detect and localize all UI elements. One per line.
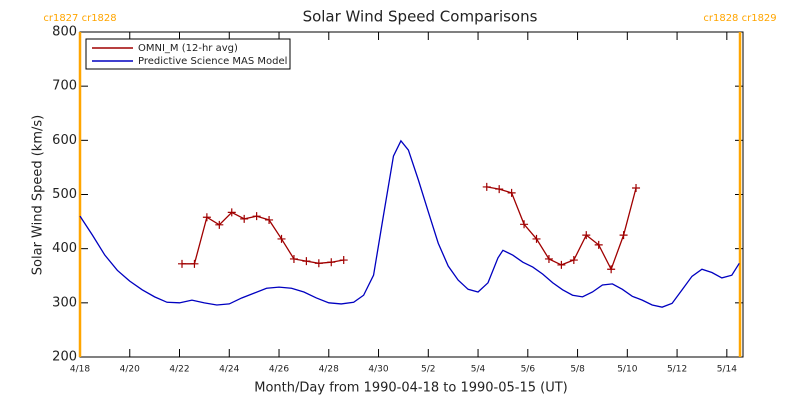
x-tick-label: 4/18 bbox=[70, 365, 90, 375]
legend-label: Predictive Science MAS Model bbox=[138, 56, 287, 67]
x-tick-label: 5/2 bbox=[421, 365, 435, 375]
y-tick-label: 800 bbox=[52, 25, 77, 40]
x-tick-label: 4/30 bbox=[368, 365, 388, 375]
x-tick-label: 4/28 bbox=[319, 365, 339, 375]
data-point bbox=[178, 259, 186, 268]
data-point bbox=[594, 240, 603, 249]
data-point bbox=[265, 215, 274, 224]
series-line bbox=[79, 139, 740, 308]
data-point bbox=[314, 259, 323, 268]
data-point bbox=[215, 220, 224, 229]
x-tick-label: 5/10 bbox=[617, 365, 637, 375]
y-tick-label: 700 bbox=[52, 79, 77, 94]
y-tick-label: 200 bbox=[52, 350, 77, 365]
data-point bbox=[339, 256, 348, 265]
data-point bbox=[532, 234, 541, 243]
data-point bbox=[495, 185, 504, 194]
data-point bbox=[507, 188, 516, 197]
x-tick-label: 5/4 bbox=[471, 365, 486, 375]
x-tick-label: 4/24 bbox=[219, 365, 239, 375]
data-point bbox=[240, 214, 249, 223]
x-tick-label: 4/20 bbox=[120, 365, 140, 375]
x-tick-label: 5/14 bbox=[717, 365, 737, 375]
x-tick-label: 5/12 bbox=[667, 365, 687, 375]
data-point bbox=[607, 265, 616, 274]
data-point bbox=[557, 260, 566, 269]
carrington-label: cr1827 cr1828 bbox=[43, 13, 116, 24]
data-point bbox=[582, 231, 591, 240]
y-tick-label: 300 bbox=[52, 295, 77, 310]
data-point bbox=[227, 208, 236, 217]
data-point bbox=[289, 254, 298, 263]
x-tick-label: 4/22 bbox=[169, 365, 189, 375]
data-point bbox=[520, 220, 529, 229]
data-point bbox=[190, 259, 199, 268]
data-point bbox=[632, 184, 641, 192]
data-point bbox=[277, 234, 286, 243]
x-tick-label: 5/6 bbox=[521, 365, 536, 375]
x-axis-label: Month/Day from 1990-04-18 to 1990-05-15 … bbox=[254, 381, 567, 396]
data-point bbox=[569, 256, 578, 265]
x-tick-label: 4/26 bbox=[269, 365, 289, 375]
carrington-label: cr1828 cr1829 bbox=[703, 13, 776, 24]
y-tick-label: 500 bbox=[52, 187, 77, 202]
legend-box bbox=[85, 38, 291, 70]
y-tick-label: 600 bbox=[52, 133, 77, 148]
data-point bbox=[544, 254, 553, 263]
data-point bbox=[482, 182, 491, 191]
data-point bbox=[327, 258, 336, 267]
chart-title: Solar Wind Speed Comparisons bbox=[303, 8, 538, 26]
y-axis-label: Solar Wind Speed (km/s) bbox=[31, 115, 46, 275]
x-tick-label: 5/8 bbox=[570, 365, 585, 375]
data-point bbox=[302, 257, 311, 266]
legend-label: OMNI_M (12-hr avg) bbox=[138, 43, 238, 54]
y-tick-label: 400 bbox=[52, 241, 77, 256]
data-point bbox=[202, 213, 211, 222]
legend: OMNI_M (12-hr avg) Predictive Science MAS… bbox=[85, 38, 291, 70]
data-point bbox=[252, 212, 261, 221]
data-point bbox=[619, 231, 628, 240]
